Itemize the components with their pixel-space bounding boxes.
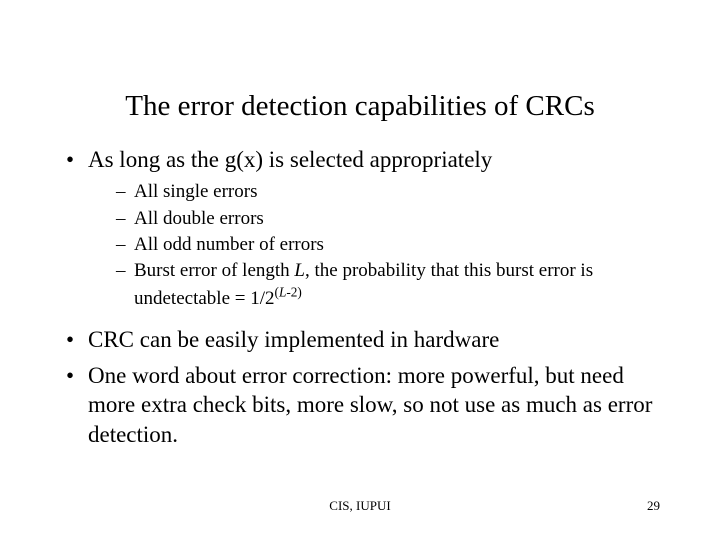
bullet-level1: • One word about error correction: more … (60, 361, 660, 449)
text-fragment: -2) (286, 285, 302, 300)
sub-bullet-text: Burst error of length L, the probability… (134, 260, 593, 309)
bullet-glyph: • (66, 145, 74, 174)
bullet-glyph: • (66, 325, 74, 354)
sub-bullet-text: All double errors (134, 208, 264, 229)
bullet-text: As long as the g(x) is selected appropri… (88, 147, 492, 172)
sub-bullet: – All odd number of errors (116, 233, 660, 257)
bullet-glyph: • (66, 361, 74, 390)
dash-glyph: – (116, 180, 126, 204)
sub-bullet: – All single errors (116, 180, 660, 204)
sub-bullet: – Burst error of length L, the probabili… (116, 259, 660, 311)
sub-bullet-text: All single errors (134, 181, 257, 202)
dash-glyph: – (116, 207, 126, 231)
text-fragment: Burst error of length (134, 260, 294, 281)
bullet-text: CRC can be easily implemented in hardwar… (88, 327, 499, 352)
page-number: 29 (647, 498, 660, 514)
footer-center: CIS, IUPUI (0, 498, 720, 514)
superscript: (L-2) (275, 285, 302, 300)
dash-glyph: – (116, 233, 126, 257)
sub-bullet-text: All odd number of errors (134, 234, 324, 255)
sub-bullet: – All double errors (116, 207, 660, 231)
slide: The error detection capabilities of CRCs… (0, 0, 720, 540)
italic-variable: L (294, 260, 305, 281)
bullet-level1: • As long as the g(x) is selected approp… (60, 145, 660, 174)
bullet-text: One word about error correction: more po… (88, 363, 652, 447)
sub-bullet-group: – All single errors – All double errors … (116, 180, 660, 311)
dash-glyph: – (116, 259, 126, 283)
bullet-level1: • CRC can be easily implemented in hardw… (60, 325, 660, 354)
slide-title: The error detection capabilities of CRCs (60, 90, 660, 123)
